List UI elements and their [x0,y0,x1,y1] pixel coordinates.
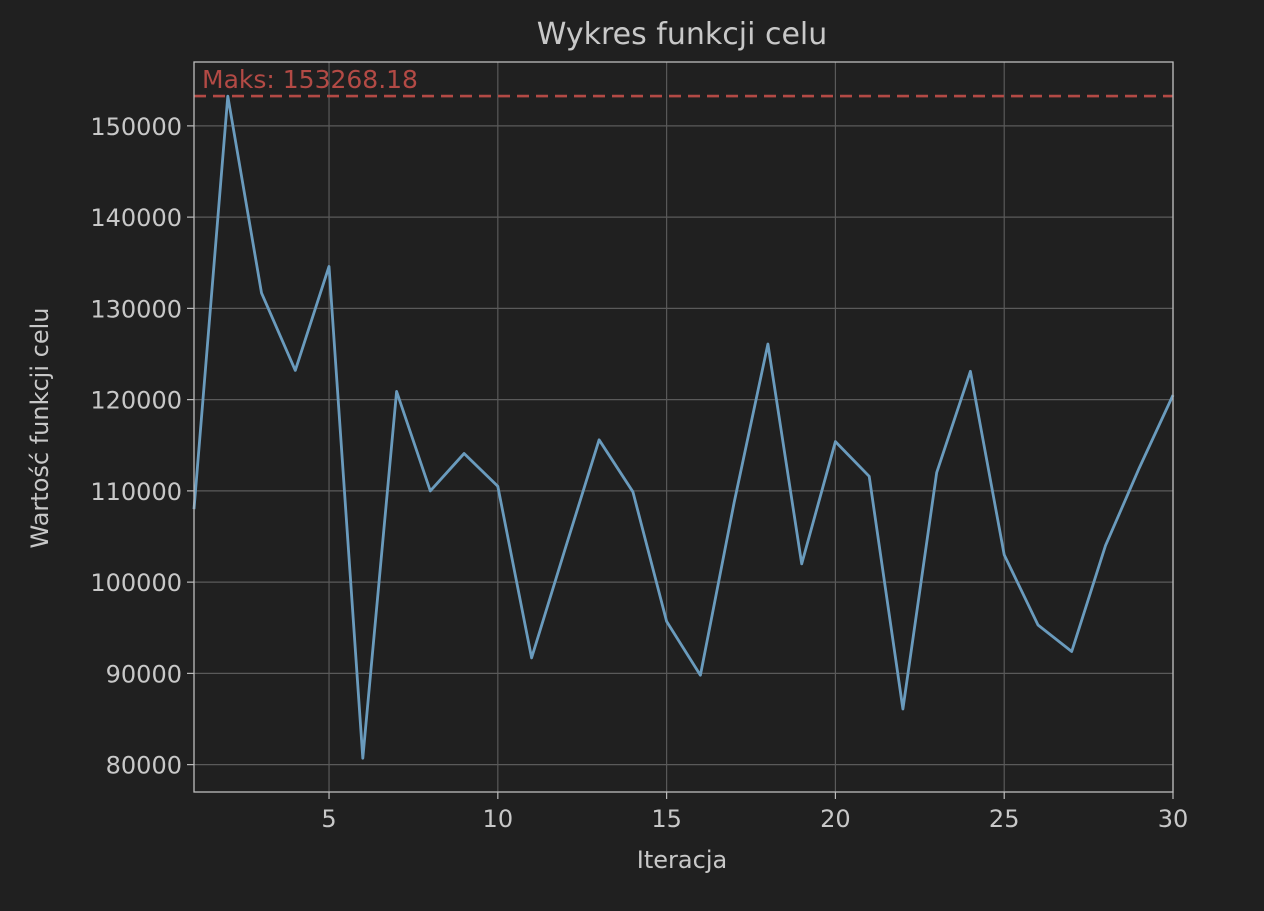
y-tick-label: 130000 [90,295,182,323]
x-axis-label: Iteracja [637,846,727,874]
x-tick-label: 5 [321,805,336,833]
x-tick-label: 25 [989,805,1020,833]
y-tick-label: 110000 [90,478,182,506]
series-line [192,94,1175,760]
y-tick-label: 150000 [90,113,182,141]
series-group [192,94,1175,760]
y-tick-label: 100000 [90,569,182,597]
chart-title: Wykres funkcji celu [537,17,828,52]
y-tick-label: 90000 [106,660,182,688]
x-tick-label: 15 [651,805,682,833]
y-axis-label: Wartość funkcji celu [26,308,54,549]
axes-frame [193,61,1174,793]
x-tick-label: 10 [483,805,514,833]
x-tick-label: 20 [820,805,851,833]
y-tick-label: 140000 [90,204,182,232]
max-annotation: Maks: 153268.18 [202,65,418,94]
x-tick-label: 30 [1158,805,1189,833]
ticks: 5 10 15 20 25 30 80000 90000 100000 110000 120000 1… [90,113,1188,833]
y-tick-label: 120000 [90,387,182,415]
y-tick-label: 80000 [106,752,182,780]
